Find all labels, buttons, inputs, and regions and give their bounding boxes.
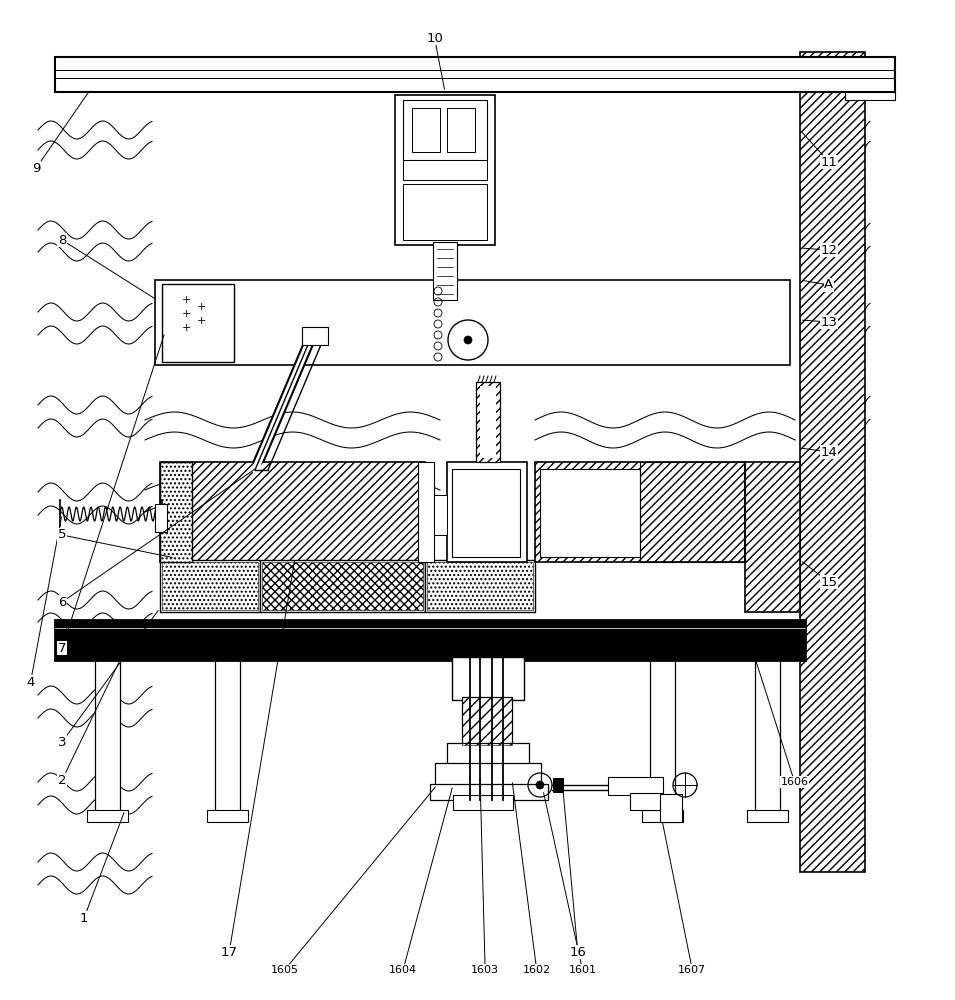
Bar bbox=[162, 284, 234, 362]
Bar bbox=[215, 660, 240, 815]
Bar bbox=[476, 382, 500, 462]
Bar bbox=[453, 795, 513, 810]
Text: 14: 14 bbox=[820, 446, 838, 458]
Text: +: + bbox=[181, 309, 191, 319]
Bar bbox=[660, 794, 682, 822]
Text: 10: 10 bbox=[426, 31, 443, 44]
Text: 12: 12 bbox=[820, 243, 838, 256]
Bar bbox=[425, 560, 535, 612]
Text: +: + bbox=[181, 323, 191, 333]
Bar bbox=[642, 810, 683, 822]
Text: 1601: 1601 bbox=[568, 965, 597, 975]
Text: +: + bbox=[197, 316, 205, 326]
Bar bbox=[87, 810, 128, 822]
Bar bbox=[553, 778, 563, 792]
Circle shape bbox=[536, 781, 544, 789]
Bar bbox=[452, 657, 524, 700]
Text: 9: 9 bbox=[32, 161, 40, 174]
Text: 17: 17 bbox=[221, 946, 238, 958]
Bar bbox=[452, 469, 520, 557]
Text: A: A bbox=[824, 278, 834, 292]
Bar bbox=[302, 327, 328, 345]
Text: 11: 11 bbox=[820, 155, 838, 168]
Text: +: + bbox=[181, 295, 191, 305]
Bar bbox=[427, 562, 533, 610]
Text: 13: 13 bbox=[820, 316, 838, 328]
Bar bbox=[418, 462, 434, 562]
Bar bbox=[430, 784, 548, 800]
Text: 16: 16 bbox=[569, 946, 586, 958]
Text: 1604: 1604 bbox=[389, 965, 417, 975]
Text: 5: 5 bbox=[58, 528, 66, 542]
Bar bbox=[403, 184, 487, 240]
Bar bbox=[433, 242, 457, 300]
Bar bbox=[160, 462, 192, 562]
Bar bbox=[95, 660, 120, 815]
Text: 8: 8 bbox=[58, 233, 66, 246]
Bar bbox=[435, 763, 541, 785]
Bar bbox=[395, 95, 495, 245]
Bar bbox=[476, 382, 500, 462]
Bar bbox=[540, 469, 640, 557]
Text: 4: 4 bbox=[27, 676, 34, 688]
Bar bbox=[480, 386, 496, 458]
Bar bbox=[640, 462, 745, 562]
Bar bbox=[260, 560, 425, 612]
Bar bbox=[434, 495, 447, 535]
Bar bbox=[55, 57, 895, 92]
Bar bbox=[747, 810, 788, 822]
Text: 3: 3 bbox=[58, 736, 66, 748]
Bar bbox=[800, 52, 865, 872]
Text: 1605: 1605 bbox=[270, 965, 299, 975]
Bar bbox=[207, 810, 248, 822]
Text: 2: 2 bbox=[58, 774, 66, 786]
Text: 1602: 1602 bbox=[522, 965, 551, 975]
Text: 7: 7 bbox=[58, 642, 66, 654]
Text: 6: 6 bbox=[58, 595, 66, 608]
Bar bbox=[630, 793, 663, 810]
Text: +: + bbox=[197, 302, 205, 312]
Bar bbox=[155, 280, 790, 365]
Text: 1: 1 bbox=[80, 912, 88, 924]
Bar bbox=[650, 660, 675, 815]
Bar bbox=[447, 743, 529, 765]
Bar bbox=[55, 620, 805, 660]
Bar bbox=[412, 108, 440, 152]
Bar bbox=[755, 660, 780, 815]
Bar bbox=[535, 462, 745, 562]
Text: 1603: 1603 bbox=[471, 965, 499, 975]
Text: 1606: 1606 bbox=[780, 777, 809, 787]
Bar bbox=[462, 697, 512, 745]
Text: 1607: 1607 bbox=[678, 965, 707, 975]
Bar bbox=[745, 462, 800, 612]
Bar bbox=[447, 108, 475, 152]
Bar bbox=[608, 777, 663, 795]
Bar bbox=[447, 462, 527, 562]
Bar bbox=[162, 562, 258, 610]
Circle shape bbox=[464, 336, 472, 344]
Bar bbox=[155, 504, 167, 532]
Bar bbox=[160, 462, 192, 562]
Bar bbox=[462, 697, 512, 745]
Bar bbox=[845, 92, 895, 100]
Bar bbox=[160, 560, 260, 612]
Bar bbox=[160, 462, 425, 562]
Bar bbox=[403, 160, 487, 180]
Bar bbox=[262, 562, 423, 610]
Bar bbox=[403, 100, 487, 160]
Text: 15: 15 bbox=[820, 576, 838, 588]
